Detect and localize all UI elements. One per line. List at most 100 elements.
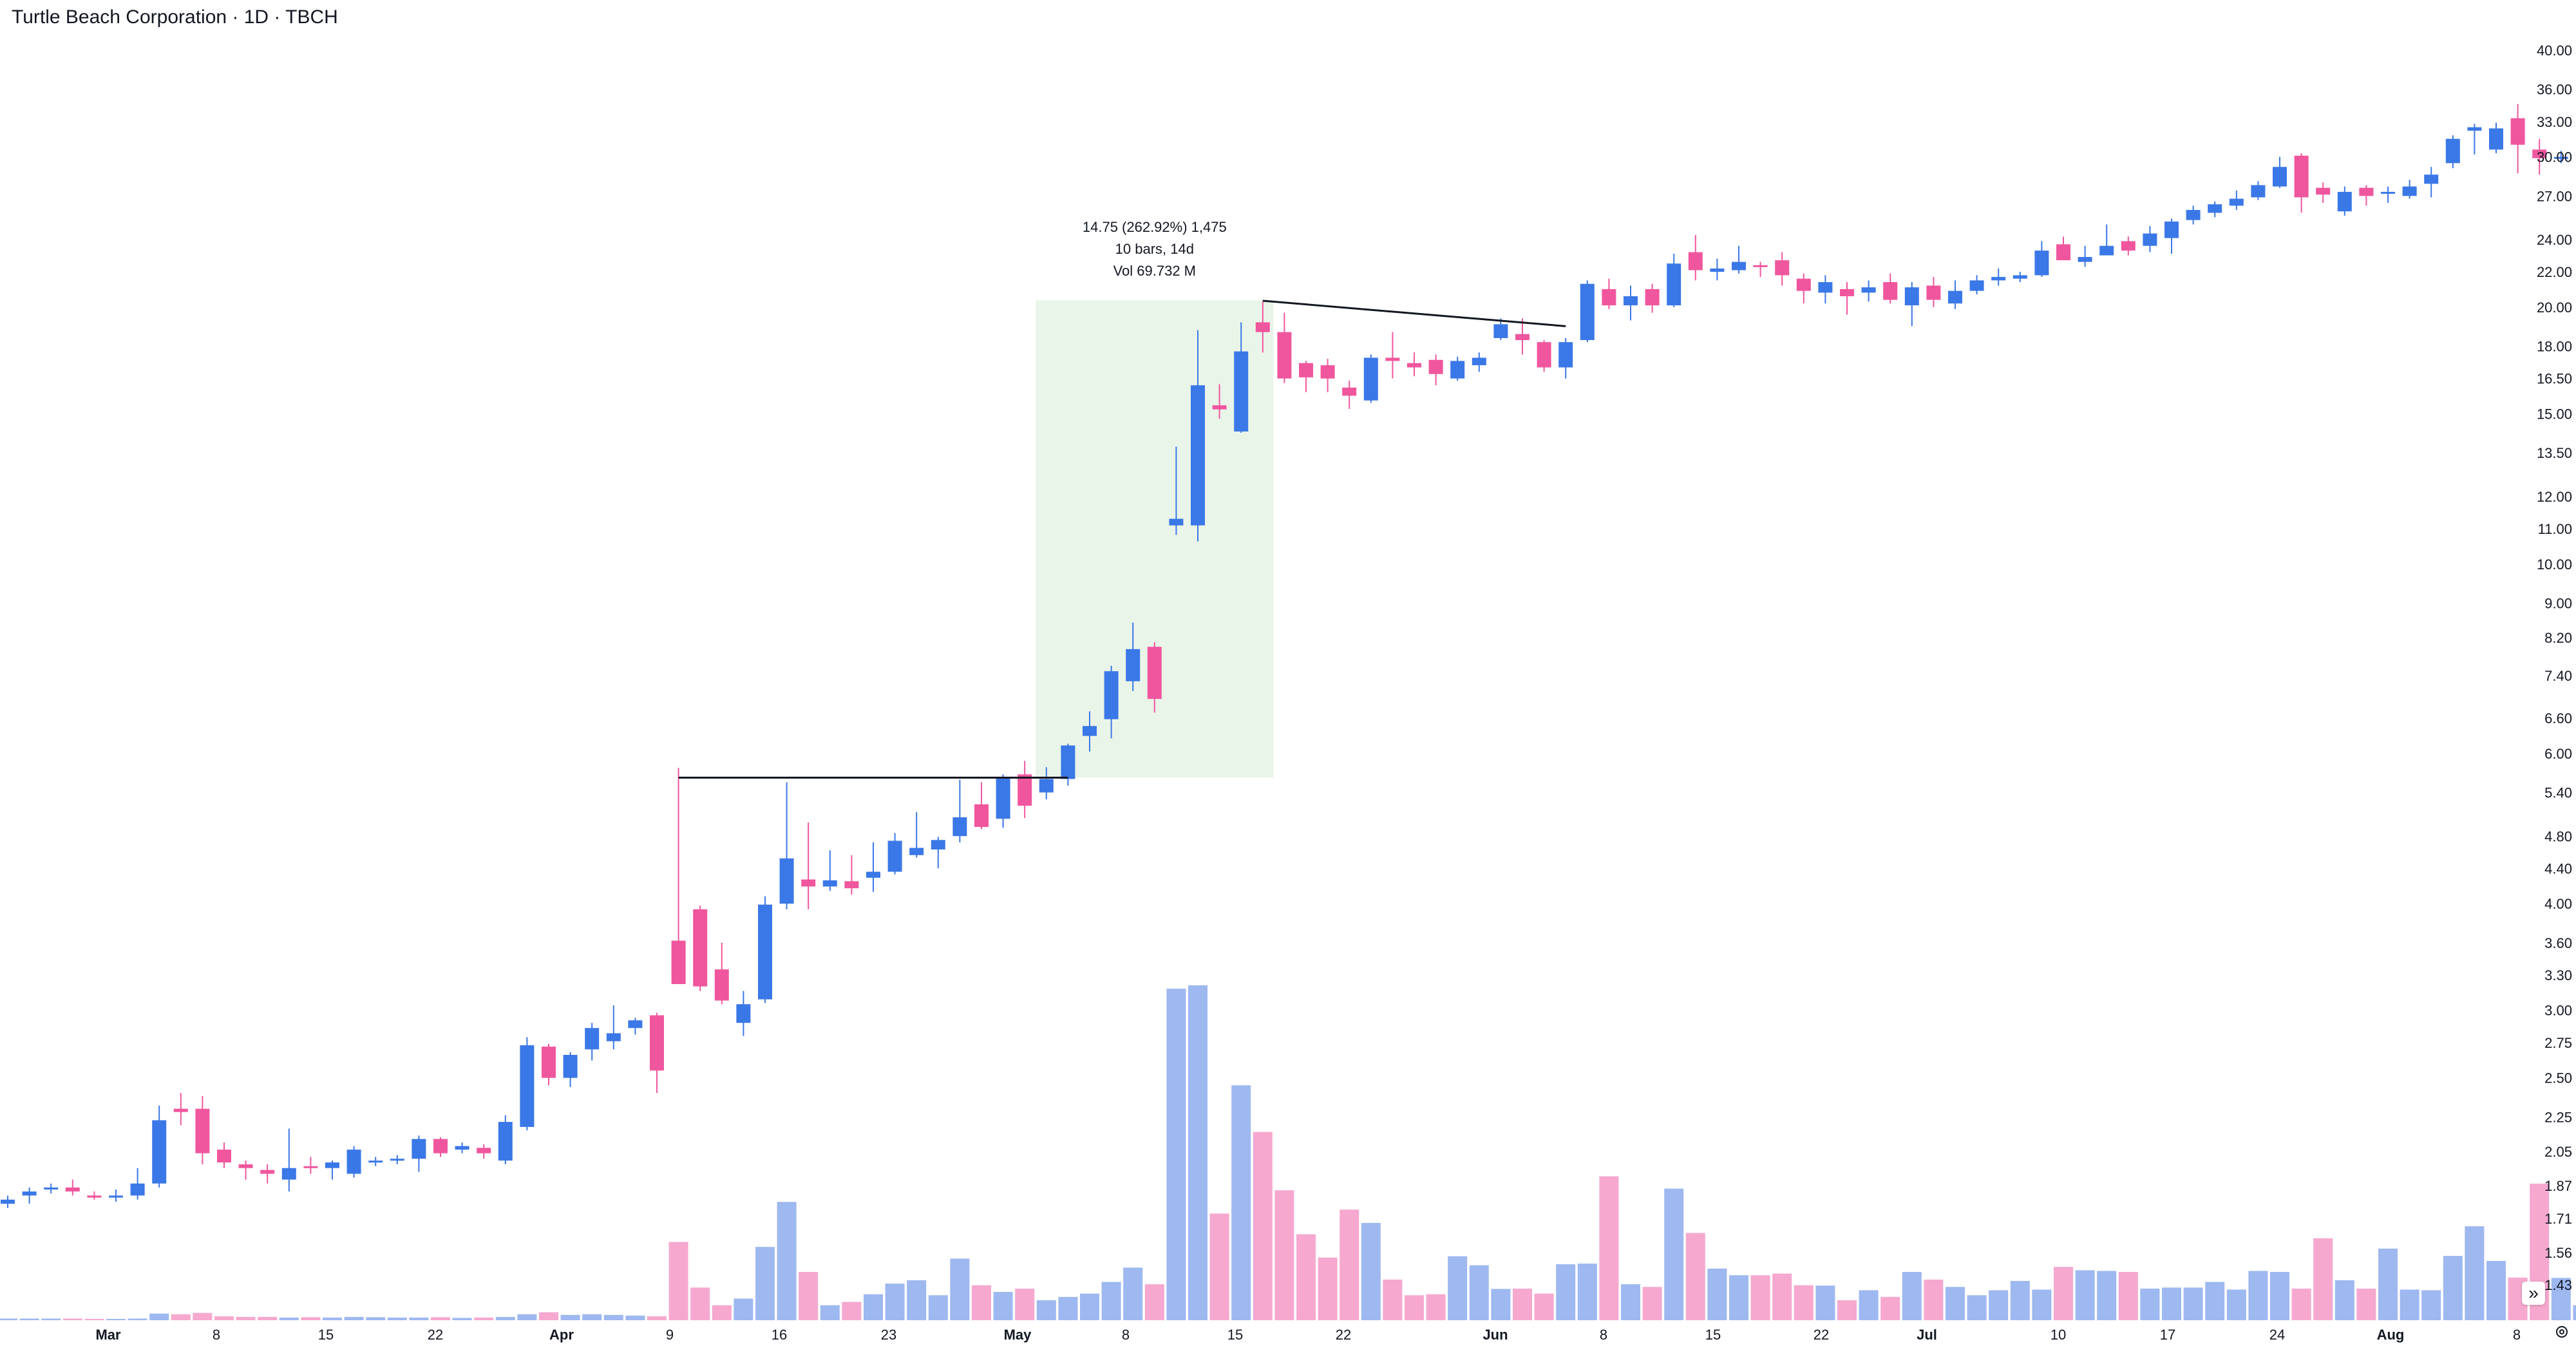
volume-bar <box>2162 1287 2181 1320</box>
candle-body <box>1796 278 1811 291</box>
volume-bar <box>690 1287 710 1320</box>
candle <box>477 1144 491 1159</box>
candle-body <box>650 1015 664 1071</box>
candle <box>542 1043 556 1086</box>
candle-body <box>1407 363 1421 368</box>
volume-bar <box>668 1242 688 1320</box>
candle <box>931 837 945 869</box>
scroll-to-latest-button[interactable]: » <box>2522 1282 2545 1305</box>
time-tick-label: Mar <box>95 1327 121 1343</box>
candle-body <box>1061 745 1075 779</box>
time-tick-label: 8 <box>1600 1327 1607 1343</box>
volume-bar <box>1144 1284 1164 1320</box>
volume-bar <box>1946 1287 1965 1320</box>
volume-bar <box>2032 1289 2052 1320</box>
candle <box>346 1146 361 1178</box>
candle-body <box>1147 647 1162 699</box>
volume-bar <box>1750 1275 1770 1320</box>
volume-bar <box>2140 1288 2160 1320</box>
volume-bar <box>647 1316 667 1320</box>
candle <box>2012 272 2027 283</box>
candle-body <box>866 871 880 878</box>
candle-body <box>433 1139 448 1153</box>
candle <box>1969 275 1984 295</box>
candle <box>1299 361 1313 393</box>
candle <box>1991 268 2006 286</box>
candle-body <box>173 1108 188 1112</box>
price-tick-label: 2.05 <box>2544 1144 2572 1160</box>
time-axis[interactable]: Mar 8 15 22 Apr 9 16 23 May 8 15 22 Jun 8 15 22 Jul 10 17 2… <box>95 1327 2521 1343</box>
candle-body <box>779 858 794 904</box>
volume-bar <box>128 1318 147 1320</box>
candle <box>173 1093 188 1126</box>
candle <box>1710 258 1725 281</box>
volume-bar <box>1383 1279 1403 1320</box>
price-tick-label: 15.00 <box>2537 406 2572 422</box>
candle <box>2273 156 2287 188</box>
candle <box>2121 236 2136 256</box>
candle-body <box>758 904 772 1000</box>
volume-bar <box>1166 989 1186 1320</box>
candle <box>1602 278 1616 309</box>
candle-body <box>1363 357 1378 401</box>
volume-bar <box>149 1313 169 1320</box>
volume-bar <box>1556 1264 1576 1320</box>
candle <box>2208 201 2222 218</box>
volume-bar <box>279 1317 299 1320</box>
volume-bar <box>777 1202 797 1320</box>
candle <box>758 896 772 1003</box>
candle-body <box>455 1146 469 1150</box>
candle <box>433 1137 448 1157</box>
candle-body <box>2402 186 2417 196</box>
candle <box>1255 301 1270 353</box>
candle <box>2402 180 2417 199</box>
candle <box>650 1012 664 1094</box>
price-tick-label: 2.25 <box>2544 1109 2572 1125</box>
candle <box>1450 356 1465 381</box>
candle <box>996 774 1010 828</box>
volume-bar <box>1491 1289 1511 1320</box>
time-tick-label: 22 <box>1814 1327 1829 1343</box>
candle <box>2359 185 2374 206</box>
volume-bar <box>712 1305 732 1320</box>
price-tick-label: 12.00 <box>2537 489 2572 505</box>
time-tick-label: 22 <box>1336 1327 1351 1343</box>
candle-body <box>281 1168 296 1180</box>
volume-bar <box>1188 985 1208 1320</box>
candle <box>2186 205 2201 225</box>
volume-bar <box>19 1318 39 1320</box>
volume-bar <box>582 1314 602 1320</box>
price-axis[interactable]: 40.00 36.00 33.00 30.00 27.00 24.00 22.00 20.00… <box>2537 43 2572 1293</box>
price-tick-label: 30.00 <box>2537 149 2572 166</box>
candle <box>2510 104 2525 174</box>
volume-bar <box>62 1318 82 1320</box>
volume-bar <box>1685 1233 1705 1320</box>
candle-body <box>477 1148 491 1153</box>
time-tick-label: Apr <box>549 1327 574 1343</box>
candle <box>628 1018 643 1035</box>
candle <box>217 1142 231 1168</box>
volume-bar <box>560 1314 580 1320</box>
candle-body <box>87 1195 102 1198</box>
candle-body <box>606 1033 621 1041</box>
trendlines[interactable] <box>678 299 1566 779</box>
candle-body <box>952 817 967 837</box>
candle <box>2078 245 2092 267</box>
price-tick-label: 6.60 <box>2544 710 2572 726</box>
volume-bar <box>387 1317 407 1320</box>
candle-body <box>2294 155 2309 198</box>
candle <box>303 1157 318 1174</box>
time-tick-label: May <box>1004 1327 1032 1343</box>
candle-body <box>1753 265 1768 267</box>
candle <box>585 1023 600 1061</box>
volume-bar <box>1448 1256 1468 1320</box>
candle-body <box>2251 185 2266 198</box>
price-tick-label: 40.00 <box>2537 43 2572 59</box>
price-tick-label: 18.00 <box>2537 339 2572 355</box>
chart-settings-button[interactable] <box>2553 1323 2571 1341</box>
candle <box>1796 273 1811 304</box>
candle <box>714 942 729 1005</box>
candle <box>238 1161 253 1180</box>
candle-body <box>2359 187 2374 196</box>
